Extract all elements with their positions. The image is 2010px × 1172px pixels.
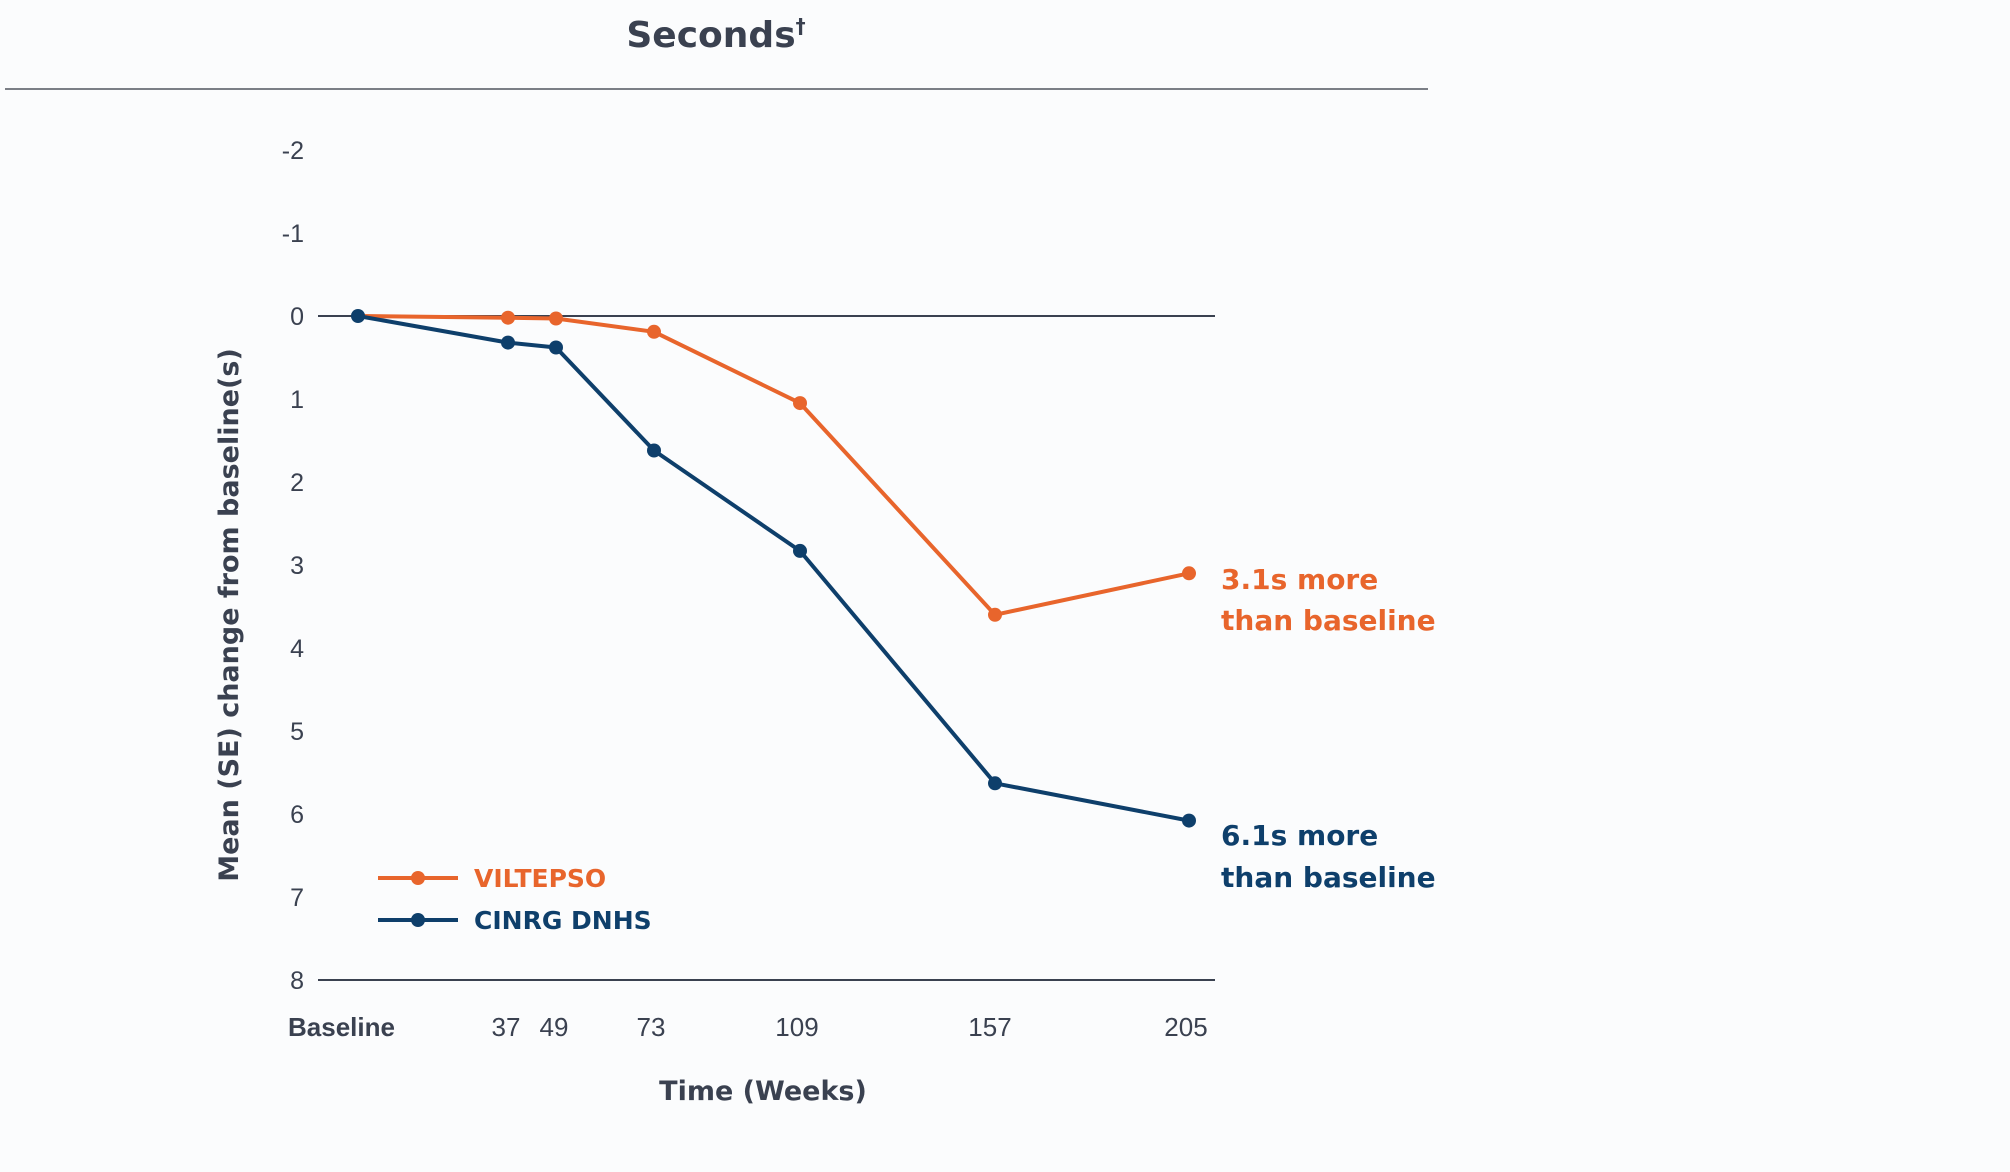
data-point	[647, 443, 661, 458]
data-point	[1182, 566, 1196, 581]
x-tick-label: 73	[637, 1012, 666, 1042]
x-axis-label: Time (Weeks)	[659, 1076, 867, 1107]
chart-title-superscript: †	[796, 14, 806, 38]
legend-marker	[411, 871, 425, 885]
data-point	[501, 335, 515, 350]
y-tick-label: 1	[290, 386, 304, 414]
x-tick-label: 49	[540, 1012, 569, 1042]
y-tick-label: -1	[282, 220, 304, 248]
y-tick-label: 5	[290, 718, 304, 746]
y-tick-label: 0	[290, 303, 304, 331]
chart-title-text: Seconds	[626, 15, 795, 56]
data-point	[647, 324, 661, 339]
end-label-line: 3.1s more	[1221, 563, 1378, 596]
x-tick-label: 205	[1164, 1012, 1207, 1042]
data-point	[351, 309, 365, 323]
data-point	[501, 310, 515, 325]
axes	[318, 315, 1215, 981]
end-label-line: than baseline	[1221, 861, 1436, 894]
chart-title: Seconds†	[626, 14, 805, 56]
end-labels: 3.1s more than baseline 6.1s more than base…	[1221, 563, 1436, 894]
legend-label: VILTEPSO	[474, 864, 606, 893]
y-tick-label: 2	[290, 469, 304, 497]
x-tick-label: 109	[775, 1012, 818, 1042]
series-points	[351, 309, 1196, 828]
x-axis-ticks: Baseline 37 49 73 109 157 205	[288, 1012, 1208, 1042]
y-tick-label: 6	[290, 801, 304, 829]
data-point	[549, 340, 563, 355]
y-tick-label: 7	[290, 884, 304, 912]
x-tick-label: 157	[968, 1012, 1011, 1042]
x-tick-label: Baseline	[288, 1012, 395, 1042]
data-point	[793, 396, 807, 411]
data-point	[549, 311, 563, 326]
end-label-line: 6.1s more	[1221, 819, 1378, 852]
chart-title-group: Seconds†	[5, 14, 1428, 90]
x-tick-label: 37	[492, 1012, 521, 1042]
data-point	[988, 776, 1002, 791]
series-lines	[356, 314, 1191, 823]
data-point	[988, 607, 1002, 622]
y-tick-label: 4	[290, 635, 304, 663]
legend-label: CINRG DNHS	[474, 906, 652, 935]
legend: VILTEPSO CINRG DNHS	[378, 864, 652, 935]
y-axis-label: Mean (SE) change from baseline(s)	[214, 348, 245, 882]
data-point	[793, 543, 807, 558]
y-tick-label: 8	[290, 967, 304, 995]
legend-marker	[411, 913, 425, 927]
end-label-line: than baseline	[1221, 604, 1436, 637]
data-point	[1182, 813, 1196, 828]
y-tick-label: 3	[290, 552, 304, 580]
series-line-viltepso	[356, 314, 1191, 617]
y-axis-ticks: -2 -1 0 1 2 3 4 5 6 7 8	[282, 137, 304, 995]
y-tick-label: -2	[282, 137, 304, 165]
